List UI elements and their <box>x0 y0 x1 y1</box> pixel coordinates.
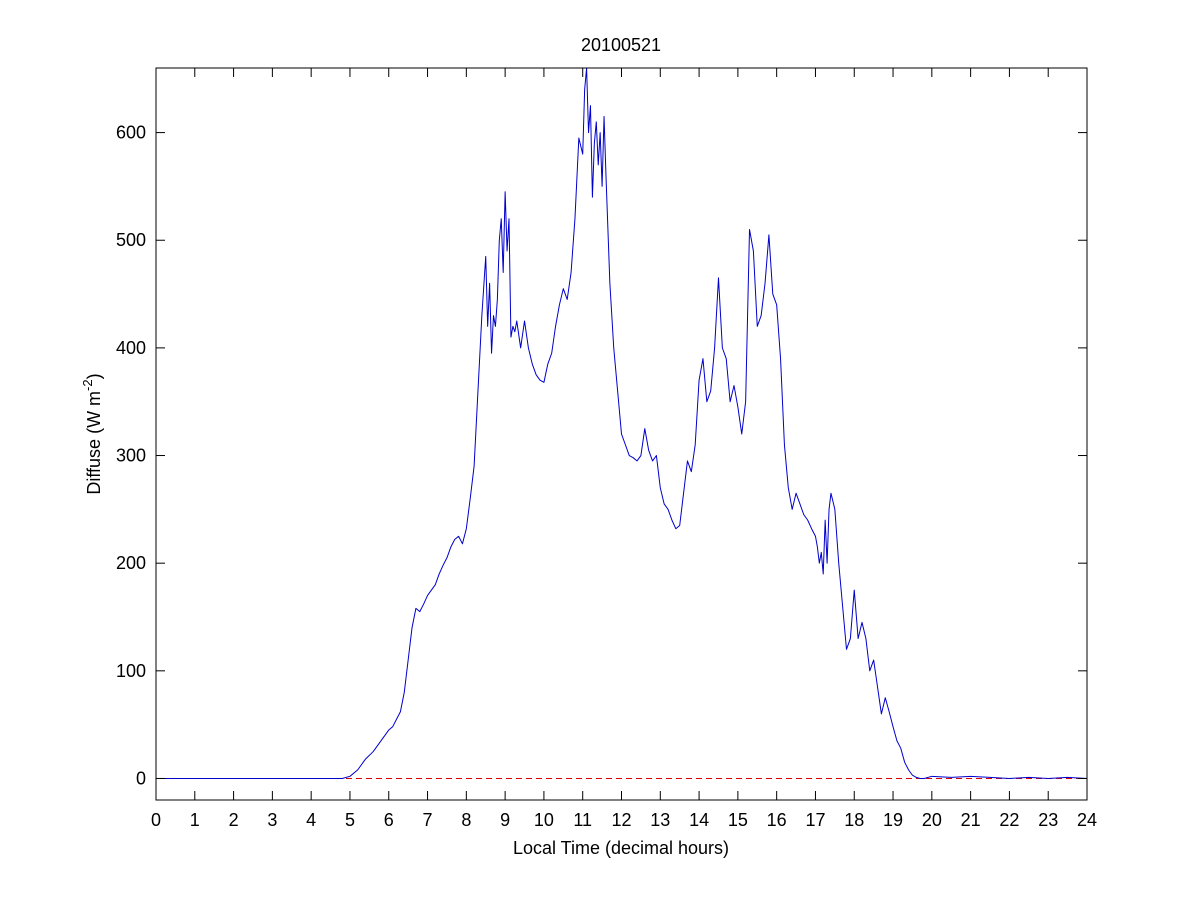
y-tick-label: 400 <box>116 338 146 358</box>
x-tick-label: 19 <box>883 810 903 830</box>
y-axis-label-end: ) <box>84 373 104 379</box>
y-tick-label: 600 <box>116 123 146 143</box>
y-tick-label: 0 <box>136 768 146 788</box>
x-tick-label: 16 <box>767 810 787 830</box>
x-axis-label: Local Time (decimal hours) <box>513 838 729 858</box>
y-axis-label-main: Diffuse (W m <box>84 391 104 495</box>
x-tick-label: 0 <box>151 810 161 830</box>
series-layer <box>156 67 1088 779</box>
y-axis-label-superscript: -2 <box>80 379 95 391</box>
y-axis-ticks: 0 100 200 300 400 500 600 <box>116 123 1087 788</box>
y-axis-label: Diffuse (W m-2) <box>80 373 104 494</box>
x-tick-label: 7 <box>423 810 433 830</box>
x-axis-ticks: 0 1 2 3 4 5 6 7 8 9 10 11 12 13 14 15 16 17 18 19 20 21 22 23 24 <box>151 68 1097 830</box>
x-tick-label: 2 <box>229 810 239 830</box>
x-tick-label: 24 <box>1077 810 1097 830</box>
x-tick-label: 23 <box>1038 810 1058 830</box>
x-tick-label: 13 <box>650 810 670 830</box>
x-tick-label: 8 <box>461 810 471 830</box>
x-tick-label: 15 <box>728 810 748 830</box>
x-tick-label: 9 <box>500 810 510 830</box>
chart-title: 20100521 <box>581 35 661 55</box>
x-tick-label: 17 <box>805 810 825 830</box>
x-tick-label: 12 <box>611 810 631 830</box>
x-tick-label: 21 <box>961 810 981 830</box>
x-tick-label: 5 <box>345 810 355 830</box>
x-tick-label: 6 <box>384 810 394 830</box>
x-tick-label: 1 <box>190 810 200 830</box>
x-tick-label: 20 <box>922 810 942 830</box>
x-tick-label: 22 <box>999 810 1019 830</box>
x-tick-label: 11 <box>573 810 592 830</box>
x-tick-label: 4 <box>306 810 316 830</box>
x-tick-label: 14 <box>689 810 709 830</box>
y-tick-label: 300 <box>116 446 146 466</box>
x-tick-label: 3 <box>267 810 277 830</box>
x-tick-label: 10 <box>534 810 554 830</box>
y-tick-label: 200 <box>116 553 146 573</box>
y-tick-label: 500 <box>116 230 146 250</box>
y-tick-label: 100 <box>116 661 146 681</box>
diffuse-series-line <box>156 67 1088 779</box>
x-tick-label: 18 <box>844 810 864 830</box>
